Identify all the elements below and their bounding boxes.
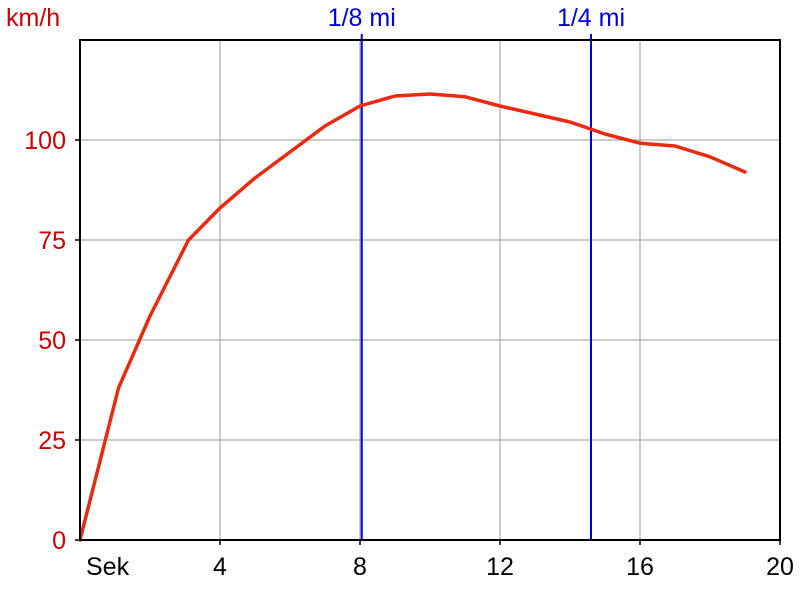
speed-series-line <box>78 92 747 542</box>
grid-lines <box>75 40 781 545</box>
y-tick-label: 50 <box>38 327 66 355</box>
y-tick-label: 25 <box>38 427 66 455</box>
y-tick-label: 0 <box>52 527 66 555</box>
x-tick-label: 12 <box>486 553 514 581</box>
distance-marker-label: 1/8 mi <box>328 4 396 32</box>
y-axis-unit: km/h <box>6 4 60 32</box>
x-tick-label: 8 <box>353 553 367 581</box>
distance-marker-label: 1/4 mi <box>557 4 625 32</box>
x-tick-label: 20 <box>766 553 794 581</box>
y-tick-label: 75 <box>38 227 66 255</box>
axis-labels: km/h Sek 4 8 12 16 20 0 25 50 75 100 <box>6 4 794 581</box>
x-tick-label: 4 <box>213 553 227 581</box>
plot-frame <box>79 39 781 541</box>
distance-markers: 1/8 mi 1/4 mi <box>328 4 625 540</box>
x-axis-unit: Sek <box>86 553 130 581</box>
x-tick-label: 16 <box>626 553 654 581</box>
series-layer <box>78 92 747 542</box>
y-tick-label: 100 <box>24 127 66 155</box>
